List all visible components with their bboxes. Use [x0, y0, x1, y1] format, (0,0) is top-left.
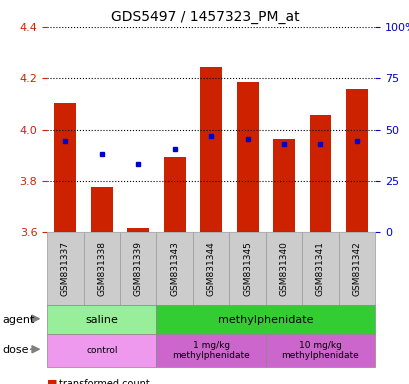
Text: GSM831338: GSM831338 — [97, 241, 106, 296]
Bar — [200, 67, 222, 232]
Text: saline: saline — [85, 314, 118, 325]
Bar — [54, 103, 76, 232]
Text: transformed count: transformed count — [59, 379, 150, 384]
Text: GSM831345: GSM831345 — [243, 242, 252, 296]
Text: GSM831341: GSM831341 — [315, 242, 324, 296]
Text: dose: dose — [2, 345, 29, 356]
Bar — [91, 187, 112, 232]
Text: GSM831344: GSM831344 — [206, 242, 215, 296]
Text: GSM831340: GSM831340 — [279, 242, 288, 296]
Text: GSM831337: GSM831337 — [61, 241, 70, 296]
Bar — [309, 116, 330, 232]
Text: GSM831342: GSM831342 — [352, 242, 361, 296]
Text: GDS5497 / 1457323_PM_at: GDS5497 / 1457323_PM_at — [110, 10, 299, 23]
Text: ■: ■ — [47, 379, 58, 384]
Text: methylphenidate: methylphenidate — [218, 314, 313, 325]
Text: control: control — [86, 346, 117, 355]
Bar — [236, 82, 258, 232]
Text: GSM831343: GSM831343 — [170, 242, 179, 296]
Bar — [345, 89, 367, 232]
Text: 10 mg/kg
methylphenidate: 10 mg/kg methylphenidate — [281, 341, 358, 360]
Bar — [272, 139, 294, 232]
Bar — [163, 157, 185, 232]
Bar — [127, 228, 149, 232]
Text: agent: agent — [2, 314, 34, 325]
Text: GSM831339: GSM831339 — [133, 241, 142, 296]
Text: 1 mg/kg
methylphenidate: 1 mg/kg methylphenidate — [172, 341, 249, 360]
